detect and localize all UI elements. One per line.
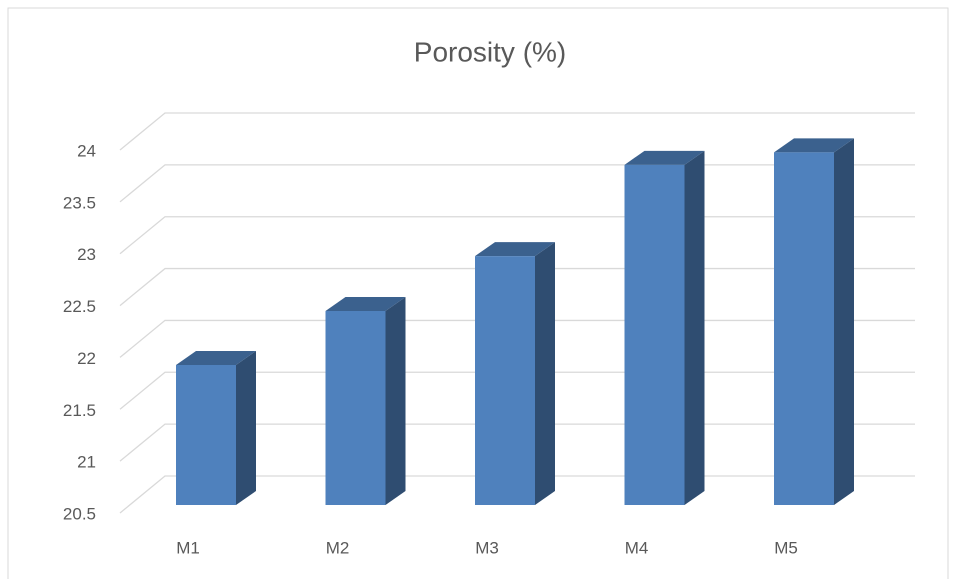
x-tick-label: M3 [475, 538, 499, 557]
bar-front [176, 364, 236, 505]
y-tick-label: 22.5 [63, 297, 96, 316]
y-tick-label: 21 [77, 453, 96, 472]
bar-side [684, 150, 705, 505]
x-tick-label: M2 [326, 538, 350, 557]
bar [774, 138, 854, 505]
bar-top [624, 150, 705, 165]
bar-side [236, 350, 256, 505]
bar-top [325, 297, 406, 312]
x-tick-label: M1 [176, 538, 200, 557]
bar-top [774, 138, 854, 153]
bar-top [176, 350, 256, 365]
x-tick-label: M5 [774, 538, 798, 557]
y-tick-label: 24 [77, 141, 96, 160]
y-tick-label: 20.5 [63, 504, 96, 523]
bar [624, 150, 705, 505]
bar [475, 242, 555, 506]
chart-title: Porosity (%) [414, 36, 566, 67]
y-tick-label: 22 [77, 349, 96, 368]
bar-front [624, 164, 685, 505]
y-tick-label: 21.5 [63, 401, 96, 420]
bar-front [774, 152, 834, 505]
y-tick-label: 23.5 [63, 193, 96, 212]
y-tick-label: 23 [77, 245, 96, 264]
bar-side [834, 138, 854, 505]
bar-front [475, 256, 535, 505]
grid-line [119, 112, 915, 151]
bar-side [535, 242, 555, 506]
bar-side [385, 297, 406, 505]
bar-top [475, 242, 555, 257]
bar-front [325, 311, 386, 505]
x-tick-label: M4 [625, 538, 649, 557]
bar [325, 297, 406, 505]
bar [176, 350, 256, 505]
